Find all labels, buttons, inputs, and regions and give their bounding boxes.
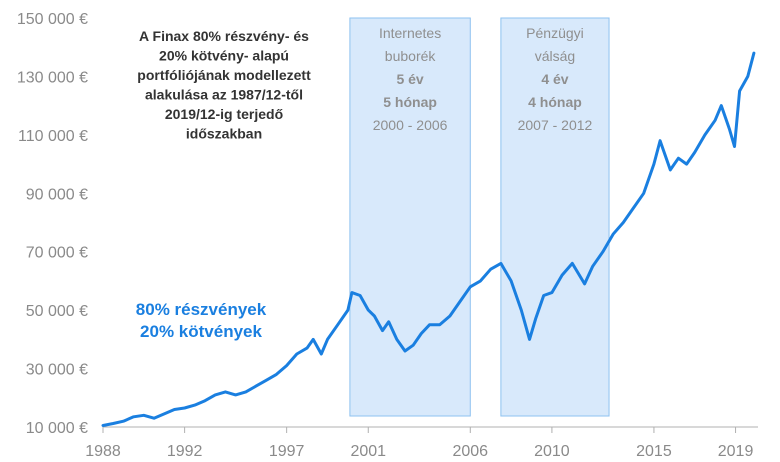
band-label-2-line-4: 4 hónap — [528, 94, 582, 110]
y-tick-label: 130 000 € — [17, 69, 88, 86]
title-line: 20% kötvény- alapú — [159, 48, 289, 64]
band-label-2-line-3: 4 év — [541, 71, 568, 87]
highlight-band-1 — [349, 17, 471, 417]
highlight-band-2 — [500, 17, 610, 417]
band-label-1-line-4: 5 hónap — [383, 94, 437, 110]
y-tick-label: 110 000 € — [18, 128, 88, 145]
band-label-1-line-2: buborék — [385, 48, 437, 64]
y-tick-label: 70 000 € — [26, 245, 88, 262]
band-label-1-line-3: 5 év — [396, 71, 423, 87]
y-tick-label: 30 000 € — [26, 362, 88, 379]
band-label-2-line-5: 2007 - 2012 — [518, 117, 593, 133]
y-axis-ticks: 10 000 € 30 000 € 50 000 € 70 000 € 90 000 €… — [17, 11, 88, 437]
series-line — [101, 51, 756, 427]
y-tick-label: 150 000 € — [17, 11, 88, 28]
title-line: alakulása az 1987/12-től — [145, 87, 303, 103]
highlight-bands — [349, 17, 610, 417]
x-tick-label: 1992 — [167, 443, 203, 460]
legend-line: 20% kötvények — [140, 322, 262, 341]
title-line: időszakban — [186, 126, 262, 142]
y-tick-label: 90 000 € — [26, 186, 88, 203]
x-tick-label: 2015 — [636, 443, 672, 460]
y-tick-label: 10 000 € — [26, 420, 88, 437]
band-label-2-line-2: válság — [535, 48, 575, 64]
x-tick-label: 1988 — [85, 443, 121, 460]
x-tick-label: 2006 — [452, 443, 488, 460]
legend-entry: 80% részvények 20% kötvények — [136, 300, 267, 341]
band-label-1-line-5: 2000 - 2006 — [373, 117, 448, 133]
x-tick-label: 2019 — [718, 443, 754, 460]
band-label-1-line-1: Internetes — [379, 25, 441, 41]
title-line: 2019/12-ig terjedő — [165, 106, 283, 122]
band-label-2-line-1: Pénzügyi — [526, 25, 584, 41]
y-tick-label: 50 000 € — [26, 303, 88, 320]
x-axis-ticks: 1988 1992 1997 2001 2006 2010 2015 2019 — [85, 427, 753, 460]
band-annotations: Internetes buborék 5 év 5 hónap 2000 - 2006 P… — [373, 25, 593, 133]
x-tick-label: 1997 — [269, 443, 305, 460]
chart-title: A Finax 80% részvény- és 20% kötvény- ala… — [137, 28, 311, 142]
legend-line: 80% részvények — [136, 300, 267, 319]
x-tick-label: 2010 — [534, 443, 570, 460]
title-line: portfóliójának modellezett — [137, 67, 311, 83]
title-line: A Finax 80% részvény- és — [139, 28, 309, 44]
x-tick-label: 2001 — [350, 443, 386, 460]
